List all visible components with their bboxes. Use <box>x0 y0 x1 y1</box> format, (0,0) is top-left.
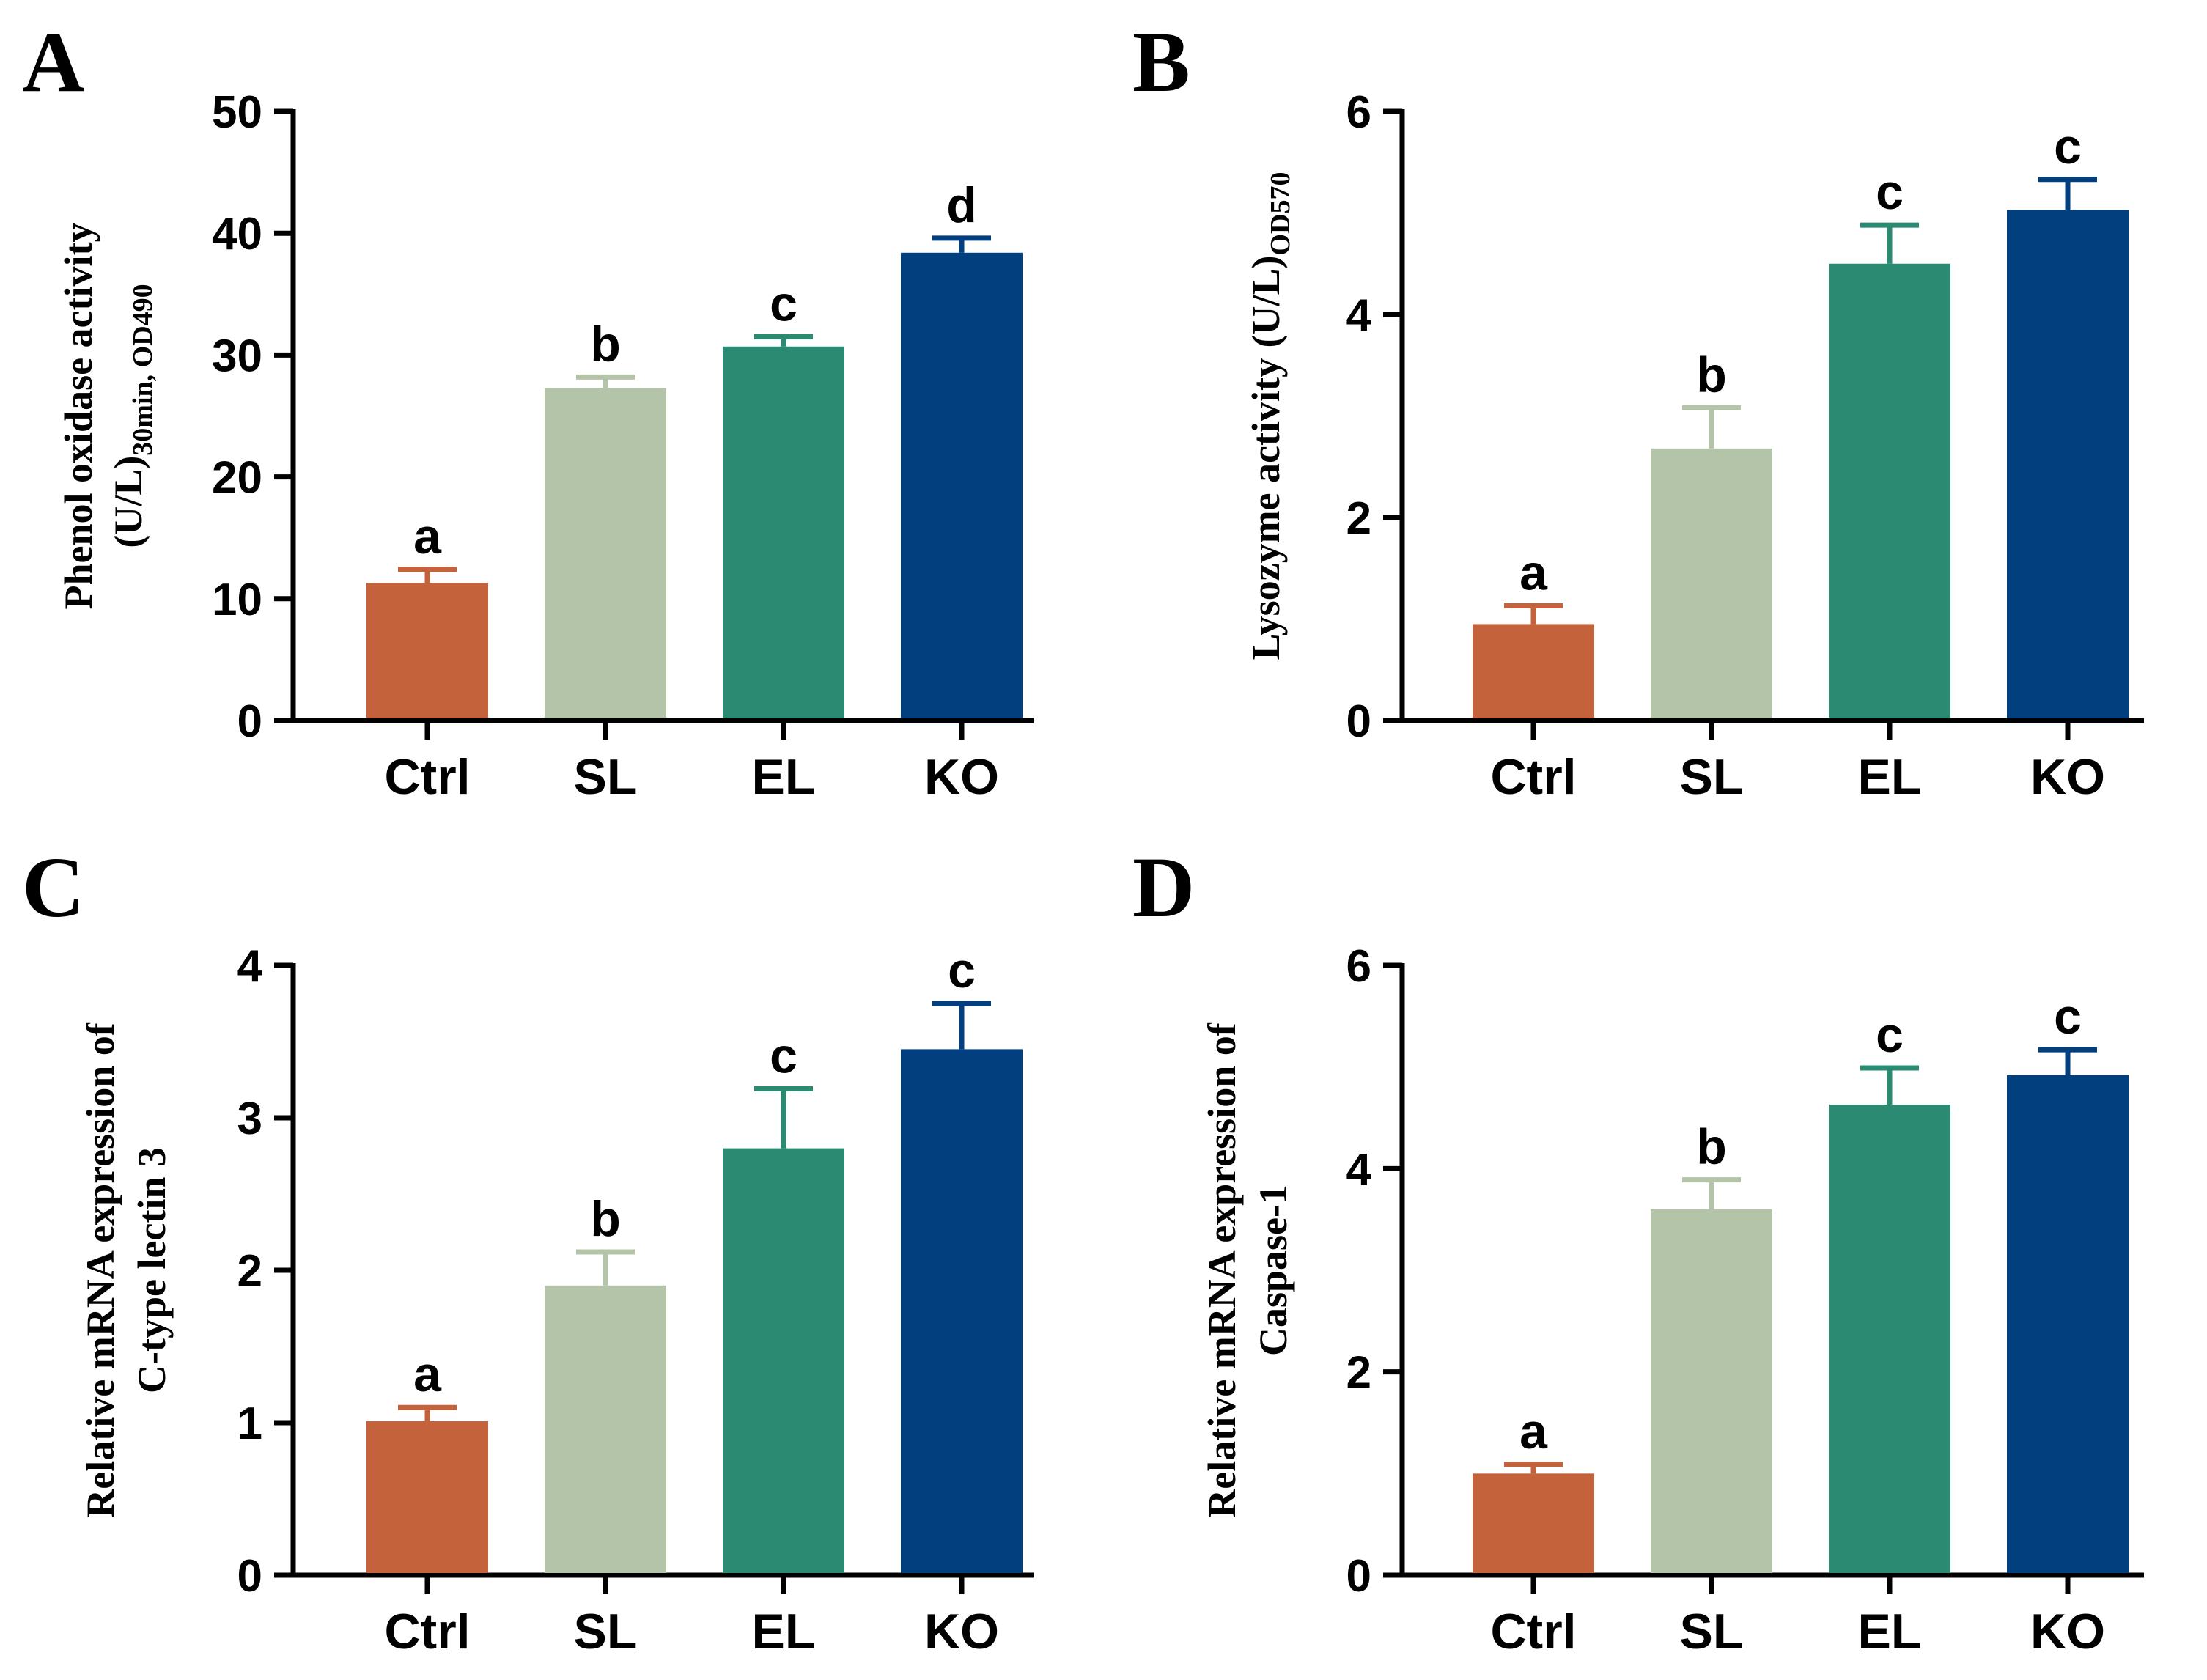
significance-label: b <box>590 1191 621 1247</box>
bar-ctrl <box>1473 1473 1594 1573</box>
y-tick-label: 4 <box>1346 1144 1372 1195</box>
bar-sl <box>545 1285 666 1573</box>
panel-letter: C <box>22 839 84 935</box>
y-tick-label: 2 <box>1346 493 1371 544</box>
bar-el <box>1829 1104 1950 1573</box>
x-tick-label-el: EL <box>1858 749 1922 805</box>
significance-label: a <box>413 1346 442 1402</box>
y-tick-label: 0 <box>237 1551 262 1602</box>
x-tick-label-el: EL <box>752 749 816 805</box>
y-axis-label-unit: (U/L) <box>106 456 150 548</box>
x-tick-label-ko: KO <box>2030 1604 2105 1659</box>
x-tick-label-ctrl: Ctrl <box>1490 749 1576 805</box>
y-tick-label: 2 <box>237 1246 262 1297</box>
bar-sl <box>1651 448 1772 718</box>
x-tick-label-ctrl: Ctrl <box>384 1604 470 1659</box>
y-tick-label: 2 <box>1346 1348 1371 1399</box>
x-tick-label-ctrl: Ctrl <box>384 749 470 805</box>
significance-label: b <box>1696 1119 1727 1175</box>
bar-ctrl <box>366 1421 488 1573</box>
panel-letter: D <box>1132 839 1195 935</box>
y-axis-label: Relative mRNA expression of Caspase-1 <box>1200 1022 1295 1517</box>
bar-ko <box>901 1049 1023 1573</box>
significance-label: c <box>770 276 797 331</box>
panel-c: C Relative mRNA expression of C-type lecti… <box>22 839 1034 1659</box>
panel-letter: A <box>22 14 84 110</box>
x-tick-label-ko: KO <box>924 749 999 805</box>
significance-label: c <box>1876 164 1904 220</box>
x-tick-label-ctrl: Ctrl <box>1490 1604 1576 1659</box>
panel-a: A Phenol oxidase activity (U/L)30min, OD49… <box>22 14 1034 805</box>
y-axis-label-line1: Relative mRNA expression of <box>78 1022 122 1517</box>
y-axis-label: Lysozyme activity (U/L)OD570 <box>1244 172 1296 660</box>
bar-ctrl <box>366 583 488 718</box>
x-tick-label-el: EL <box>752 1604 816 1659</box>
y-tick-label: 0 <box>1346 1551 1371 1602</box>
y-tick-label: 30 <box>212 331 262 381</box>
bar-ko <box>2007 210 2129 719</box>
significance-label: a <box>1519 1404 1548 1459</box>
significance-label: d <box>946 177 977 233</box>
y-axis-label-line1: Lysozyme activity (U/L)OD570 <box>1244 172 1296 660</box>
bar-ctrl <box>1473 624 1594 718</box>
y-tick-label: 20 <box>212 453 262 504</box>
y-tick-label: 10 <box>212 575 262 625</box>
significance-label: a <box>413 509 442 564</box>
panel-letter: B <box>1132 14 1190 110</box>
bar-el <box>723 346 844 718</box>
y-axis-label-subscript: OD570 <box>1265 172 1296 256</box>
y-axis-label-subscript: 30min, OD490 <box>128 284 158 455</box>
y-axis-label-line1: Phenol oxidase activity <box>56 223 100 610</box>
x-tick-label-sl: SL <box>574 1604 638 1659</box>
significance-label: a <box>1519 545 1548 600</box>
bar-sl <box>545 388 666 718</box>
bar-ko <box>901 252 1023 718</box>
y-tick-label: 3 <box>237 1094 262 1144</box>
bar-ko <box>2007 1075 2129 1573</box>
significance-label: c <box>2054 119 2082 174</box>
y-tick-label: 4 <box>237 941 263 992</box>
y-tick-label: 4 <box>1346 290 1372 341</box>
bar-sl <box>1651 1209 1772 1573</box>
x-tick-label-sl: SL <box>574 749 638 805</box>
x-tick-label-ko: KO <box>2030 749 2105 805</box>
y-axis-label-line2: (U/L)30min, OD490 <box>106 284 158 548</box>
x-tick-label-sl: SL <box>1680 749 1744 805</box>
x-tick-label-el: EL <box>1858 1604 1922 1659</box>
significance-label: c <box>2054 989 2082 1045</box>
bar-el <box>723 1148 844 1573</box>
y-tick-label: 40 <box>212 209 262 259</box>
y-axis-label-line2: Caspase-1 <box>1251 1185 1295 1356</box>
panel-b: B Lysozyme activity (U/L)OD570 0 2 4 6 Ctrl a SL… <box>1132 14 2144 805</box>
y-axis-label: Phenol oxidase activity (U/L)30min, OD490 <box>56 223 158 610</box>
y-axis-label-line1: Relative mRNA expression of <box>1200 1022 1244 1517</box>
bar-el <box>1829 263 1950 718</box>
x-tick-label-ko: KO <box>924 1604 999 1659</box>
y-tick-label: 6 <box>1346 941 1371 992</box>
significance-label: c <box>770 1028 797 1083</box>
x-tick-label-sl: SL <box>1680 1604 1744 1659</box>
significance-label: c <box>1876 1007 1904 1063</box>
y-axis-label-line2: C-type lectin 3 <box>130 1147 174 1393</box>
y-axis-label: Relative mRNA expression of C-type lectin… <box>78 1022 174 1517</box>
y-tick-label: 0 <box>237 696 262 747</box>
y-axis-label-main: Lysozyme activity (U/L) <box>1244 256 1288 660</box>
y-tick-label: 50 <box>212 87 262 138</box>
significance-label: b <box>590 316 621 372</box>
significance-label: b <box>1696 347 1727 402</box>
y-tick-label: 6 <box>1346 87 1371 138</box>
y-tick-label: 1 <box>237 1399 262 1449</box>
significance-label: c <box>948 943 976 998</box>
y-tick-label: 0 <box>1346 696 1371 747</box>
